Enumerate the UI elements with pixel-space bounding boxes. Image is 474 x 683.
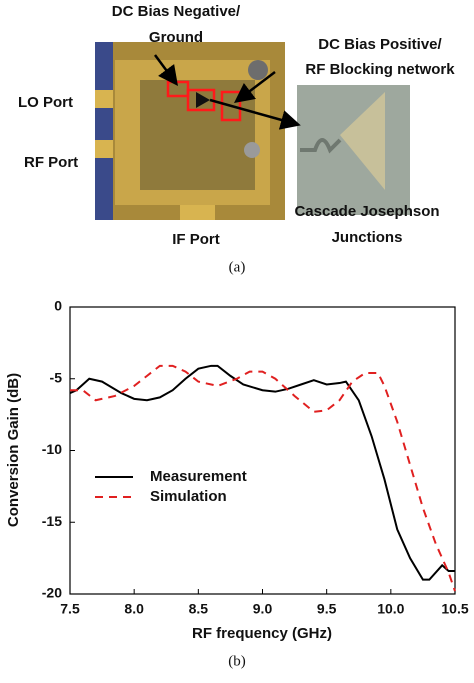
x-axis-label: RF frequency (GHz) [192, 625, 332, 642]
label: DC Bias Positive/ [318, 36, 442, 53]
connector [180, 205, 215, 220]
x-tick-label: 8.5 [189, 601, 209, 617]
connector [95, 140, 113, 158]
screw [248, 60, 268, 80]
caption: (b) [228, 653, 246, 669]
y-tick-label: -20 [42, 585, 62, 601]
label: LO Port [18, 94, 73, 111]
arrow [234, 71, 276, 104]
y-tick-label: 0 [54, 298, 62, 314]
label: Ground [149, 29, 203, 46]
label: Cascade Josephson [294, 203, 439, 220]
x-tick-label: 9.5 [317, 601, 337, 617]
connector [95, 90, 113, 108]
inset-pad [340, 92, 385, 190]
y-tick-label: -15 [42, 513, 62, 529]
photo-edge [95, 42, 113, 220]
legend-label: Measurement [150, 468, 247, 485]
label: IF Port [172, 231, 220, 248]
plot-frame [69, 306, 456, 595]
series-line [70, 364, 456, 592]
y-tick-label: -10 [42, 441, 62, 457]
highlight [220, 90, 242, 122]
label: DC Bias Negative/ [112, 3, 241, 20]
x-tick-label: 7.5 [60, 601, 80, 617]
screw [244, 142, 260, 158]
x-tick-label: 8.0 [124, 601, 144, 617]
inset-line [300, 138, 342, 154]
label: RF Port [24, 154, 78, 171]
caption: (a) [229, 259, 246, 275]
x-tick-label: 9.0 [253, 601, 273, 617]
x-tick-label: 10.5 [441, 601, 468, 617]
x-tick-label: 10.0 [377, 601, 404, 617]
arrow [153, 54, 178, 87]
y-tick-label: -5 [50, 369, 63, 385]
arrow [209, 98, 301, 130]
series-line [69, 364, 455, 581]
legend-label: Simulation [150, 488, 227, 505]
label: RF Blocking network [305, 61, 455, 78]
label: Junctions [332, 229, 403, 246]
chip [196, 92, 210, 108]
y-axis-label: Conversion Gain (dB) [5, 373, 22, 527]
